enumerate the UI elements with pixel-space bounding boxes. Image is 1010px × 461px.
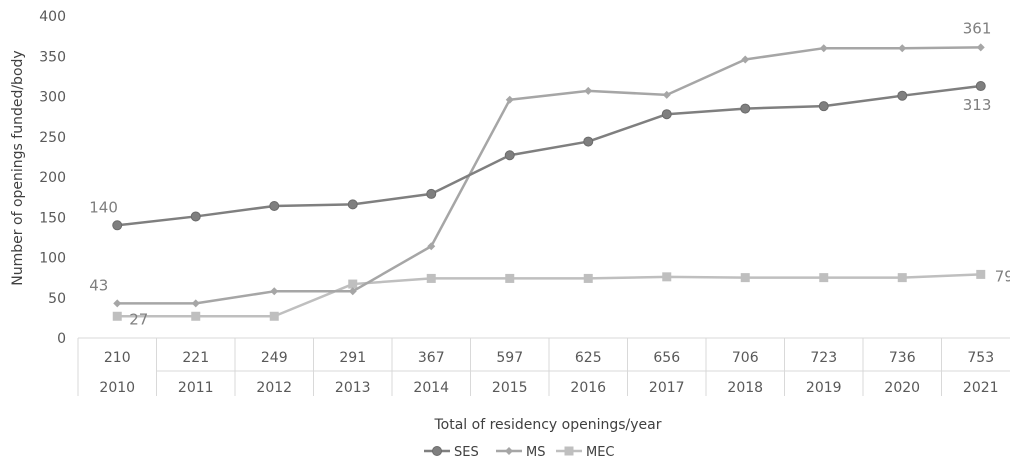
legend-label-ms: MS	[526, 445, 545, 460]
x-tick-total: 291	[339, 350, 366, 366]
data-point-ses	[269, 200, 280, 211]
data-point-ms	[427, 242, 436, 251]
series-line-ses	[117, 84, 981, 227]
y-tick-label: 150	[39, 210, 66, 226]
data-label: 140	[89, 198, 118, 216]
x-tick-year: 2017	[649, 380, 685, 396]
legend-marker-ms	[505, 447, 513, 455]
data-label: 27	[129, 310, 148, 328]
y-tick-label: 0	[57, 331, 66, 347]
data-label: 79	[995, 267, 1010, 285]
y-tick-label: 250	[39, 130, 66, 146]
x-tick-total: 249	[261, 350, 288, 366]
legend-marker-ses	[432, 446, 442, 456]
x-tick-year: 2019	[806, 380, 842, 396]
y-axis-title: Number of openings funded/body	[10, 50, 26, 285]
data-point-mec	[505, 273, 515, 283]
x-axis-category-table: 210 2010 221 2011 249 2012 291 2013 367 2014 597 20…	[77, 338, 1010, 396]
data-point-ms	[113, 299, 122, 308]
data-point-ses	[975, 81, 986, 92]
y-tick-label: 200	[39, 170, 66, 186]
data-point-ms	[662, 90, 671, 99]
data-point-ses	[818, 101, 829, 112]
x-tick-total: 221	[182, 350, 209, 366]
data-label: 43	[89, 276, 108, 294]
data-point-ms	[505, 95, 514, 104]
y-tick-label: 100	[39, 251, 66, 267]
x-tick-total: 367	[418, 350, 445, 366]
x-tick-total: 753	[967, 350, 994, 366]
x-tick-total: 210	[104, 350, 131, 366]
data-point-ses	[426, 188, 437, 199]
x-tick-year: 2018	[727, 380, 763, 396]
x-axis-title: Total of residency openings/year	[434, 417, 662, 433]
data-point-ses	[112, 220, 123, 231]
data-point-ses	[504, 150, 515, 161]
data-point-ms	[741, 55, 750, 64]
x-tick-year: 2020	[884, 380, 920, 396]
legend-item-ses: SES	[424, 445, 479, 460]
data-point-ses	[583, 136, 594, 147]
data-point-mec	[976, 269, 986, 279]
series-line-mec	[117, 273, 981, 318]
data-point-ms	[976, 43, 985, 52]
data-point-ses	[347, 199, 358, 210]
data-point-mec	[819, 273, 829, 283]
data-point-mec	[348, 279, 358, 289]
series-line-ms	[117, 46, 981, 305]
x-tick-year: 2015	[492, 380, 528, 396]
x-tick-year: 2012	[256, 380, 292, 396]
y-tick-label: 350	[39, 49, 66, 65]
y-tick-label: 300	[39, 90, 66, 106]
legend: SES MS MEC	[424, 445, 615, 460]
data-point-ses	[897, 90, 908, 101]
data-point-mec	[897, 273, 907, 283]
legend-item-mec: MEC	[556, 445, 615, 460]
data-point-mec	[426, 273, 436, 283]
data-point-mec	[269, 311, 279, 321]
data-point-ses	[190, 211, 201, 222]
data-point-ms	[819, 44, 828, 53]
legend-item-ms: MS	[496, 445, 545, 460]
x-tick-year: 2021	[963, 380, 999, 396]
series-mec	[112, 269, 986, 321]
series-ses	[112, 81, 986, 231]
data-point-ms	[348, 287, 357, 296]
data-point-ms	[270, 287, 279, 296]
data-point-ses	[740, 103, 751, 114]
legend-label-ses: SES	[454, 445, 479, 460]
data-labels-layer: 140 313 43 361 27 79	[89, 19, 1010, 328]
x-tick-year: 2014	[413, 380, 449, 396]
data-point-ms	[898, 44, 907, 53]
x-tick-year: 2016	[570, 380, 606, 396]
x-tick-total: 625	[575, 350, 602, 366]
data-point-ms	[191, 299, 200, 308]
y-tick-label: 400	[39, 9, 66, 25]
x-tick-total: 706	[732, 350, 759, 366]
legend-marker-mec	[564, 446, 574, 456]
legend-label-mec: MEC	[586, 445, 615, 460]
x-tick-total: 597	[496, 350, 523, 366]
y-axis-ticks: 0 50 100 150 200 250 300 350 400	[39, 9, 66, 347]
data-point-mec	[112, 311, 122, 321]
x-tick-year: 2011	[178, 380, 214, 396]
data-point-mec	[740, 273, 750, 283]
x-tick-total: 723	[810, 350, 837, 366]
series-ms	[113, 43, 985, 308]
x-tick-total: 656	[653, 350, 680, 366]
data-point-ses	[661, 109, 672, 120]
x-tick-total: 736	[889, 350, 916, 366]
x-tick-year: 2010	[99, 380, 135, 396]
data-point-mec	[662, 272, 672, 282]
data-point-ms	[584, 86, 593, 95]
x-tick-year: 2013	[335, 380, 371, 396]
data-label: 361	[963, 19, 992, 37]
y-tick-label: 50	[48, 291, 66, 307]
data-point-mec	[191, 311, 201, 321]
data-label: 313	[963, 96, 992, 114]
data-point-mec	[583, 273, 593, 283]
series-layer	[112, 43, 986, 321]
